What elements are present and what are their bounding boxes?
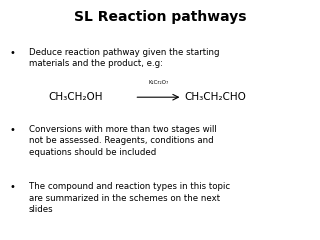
Text: CH₃CH₂OH: CH₃CH₂OH [48, 92, 102, 102]
Text: CH₃CH₂CHO: CH₃CH₂CHO [184, 92, 246, 102]
Text: The compound and reaction types in this topic
are summarized in the schemes on t: The compound and reaction types in this … [29, 182, 230, 214]
Text: K₂Cr₂O₇: K₂Cr₂O₇ [148, 80, 169, 85]
Text: Conversions with more than two stages will
not be assessed. Reagents, conditions: Conversions with more than two stages wi… [29, 125, 217, 157]
Text: SL Reaction pathways: SL Reaction pathways [74, 10, 246, 24]
Text: Deduce reaction pathway given the starting
materials and the product, e.g:: Deduce reaction pathway given the starti… [29, 48, 219, 68]
Text: •: • [10, 48, 15, 58]
Text: •: • [10, 125, 15, 135]
Text: •: • [10, 182, 15, 192]
